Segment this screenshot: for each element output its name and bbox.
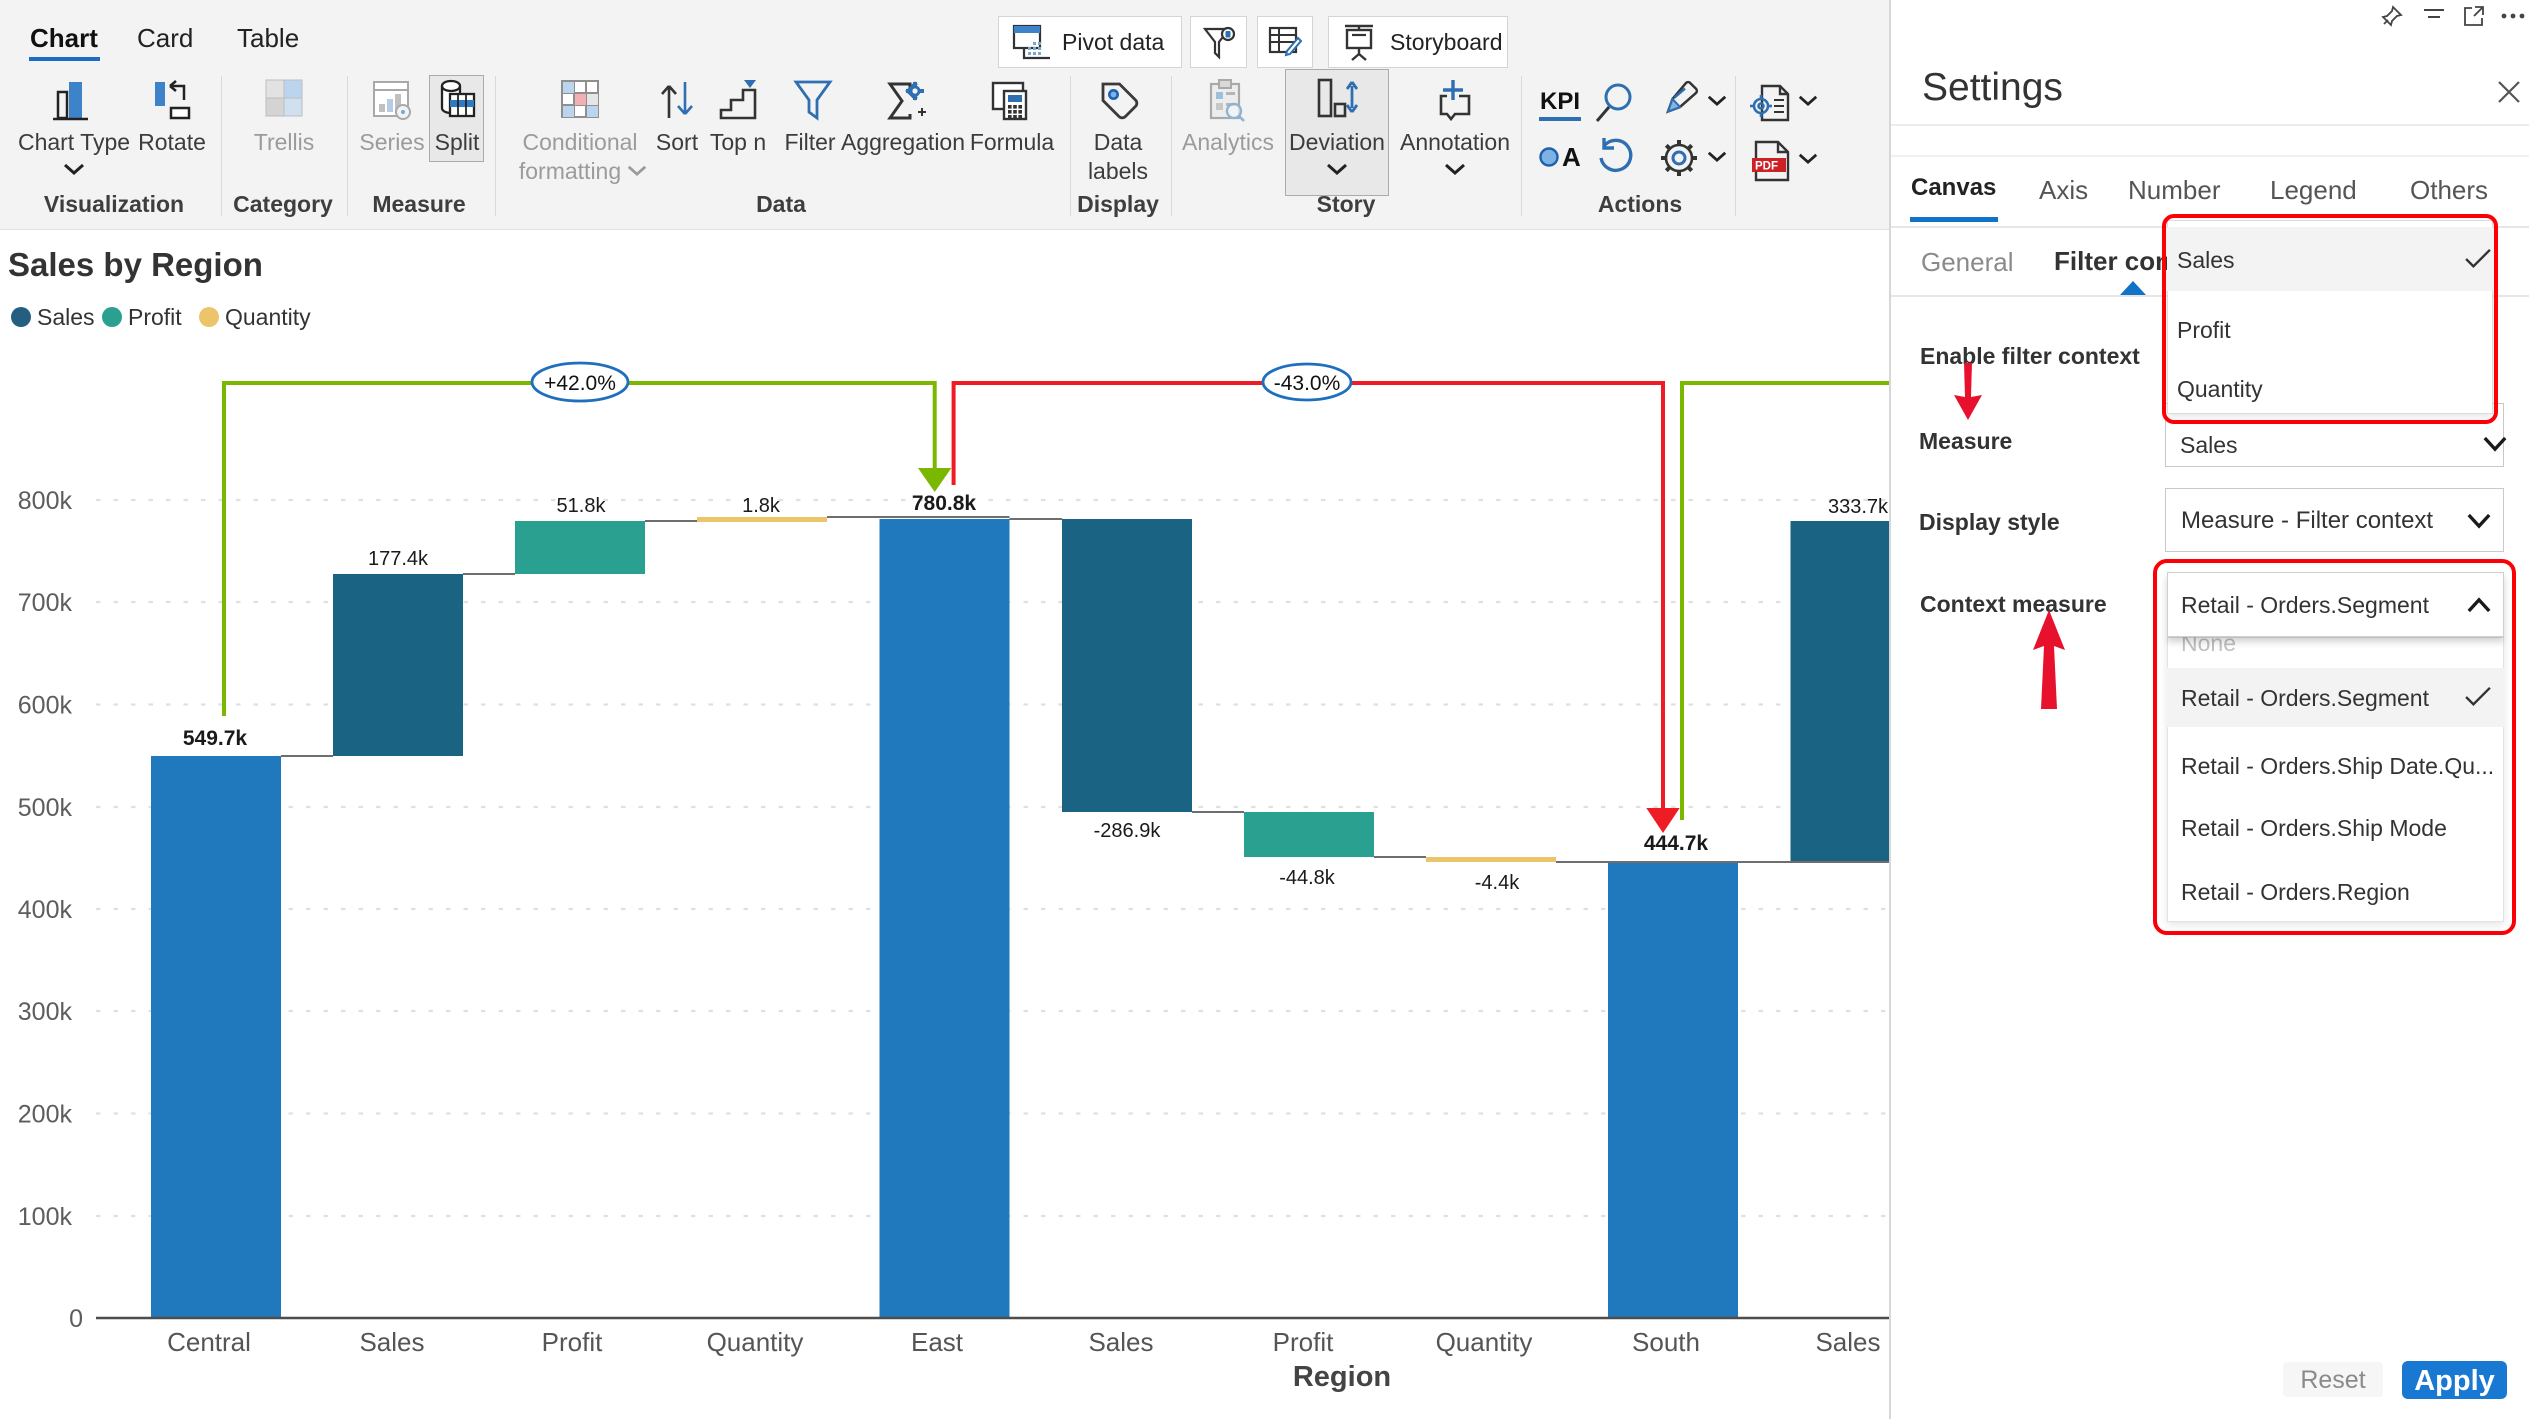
svg-text:200k: 200k xyxy=(18,1101,73,1129)
svg-text:800k: 800k xyxy=(18,487,73,515)
svg-text:+42.0%: +42.0% xyxy=(544,372,616,395)
svg-text:Profit: Profit xyxy=(1273,1327,1334,1357)
svg-text:Profit: Profit xyxy=(128,304,182,330)
svg-text:1.8k: 1.8k xyxy=(742,495,781,517)
svg-text:400k: 400k xyxy=(18,896,73,924)
svg-text:PDF: PDF xyxy=(1755,161,1778,173)
svg-text:549.7k: 549.7k xyxy=(183,727,248,750)
svg-text:300k: 300k xyxy=(18,998,73,1026)
svg-text:East: East xyxy=(911,1327,964,1357)
svg-text:780.8k: 780.8k xyxy=(912,492,977,515)
svg-text:700k: 700k xyxy=(18,589,73,617)
svg-text:-4.4k: -4.4k xyxy=(1475,872,1520,894)
svg-text:A: A xyxy=(1562,142,1581,172)
svg-text:Region: Region xyxy=(1293,1361,1391,1393)
svg-text:Central: Central xyxy=(167,1327,251,1357)
svg-text:500k: 500k xyxy=(18,794,73,822)
svg-text:-43.0%: -43.0% xyxy=(1274,372,1341,395)
svg-text:100k: 100k xyxy=(18,1203,73,1231)
svg-text:Quantity: Quantity xyxy=(225,304,311,330)
svg-text:Quantity: Quantity xyxy=(1436,1327,1533,1357)
svg-text:177.4k: 177.4k xyxy=(368,548,429,570)
svg-text:Sales: Sales xyxy=(1815,1327,1880,1357)
svg-text:-44.8k: -44.8k xyxy=(1279,867,1336,889)
svg-text:South: South xyxy=(1632,1327,1700,1357)
svg-text:Profit: Profit xyxy=(542,1327,603,1357)
svg-text:-286.9k: -286.9k xyxy=(1094,820,1162,842)
svg-text:444.7k: 444.7k xyxy=(1644,832,1709,855)
svg-text:600k: 600k xyxy=(18,692,73,720)
svg-text:Sales: Sales xyxy=(359,1327,424,1357)
svg-text:51.8k: 51.8k xyxy=(557,495,607,517)
svg-text:0: 0 xyxy=(69,1305,83,1333)
svg-text:Sales: Sales xyxy=(1088,1327,1153,1357)
svg-text:Sales: Sales xyxy=(37,304,95,330)
svg-text:333.7k: 333.7k xyxy=(1828,496,1889,518)
svg-text:Quantity: Quantity xyxy=(707,1327,804,1357)
